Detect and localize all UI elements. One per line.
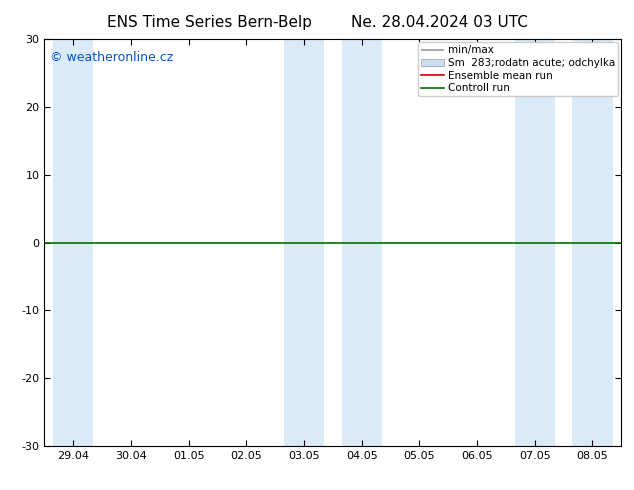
Bar	[53, 39, 93, 446]
Bar	[573, 39, 612, 446]
Text: ENS Time Series Bern-Belp        Ne. 28.04.2024 03 UTC: ENS Time Series Bern-Belp Ne. 28.04.2024…	[107, 15, 527, 30]
Text: © weatheronline.cz: © weatheronline.cz	[50, 51, 174, 64]
Bar	[342, 39, 382, 446]
Bar	[284, 39, 324, 446]
Bar	[515, 39, 555, 446]
Legend: min/max, Sm  283;rodatn acute; odchylka, Ensemble mean run, Controll run: min/max, Sm 283;rodatn acute; odchylka, …	[418, 42, 618, 97]
